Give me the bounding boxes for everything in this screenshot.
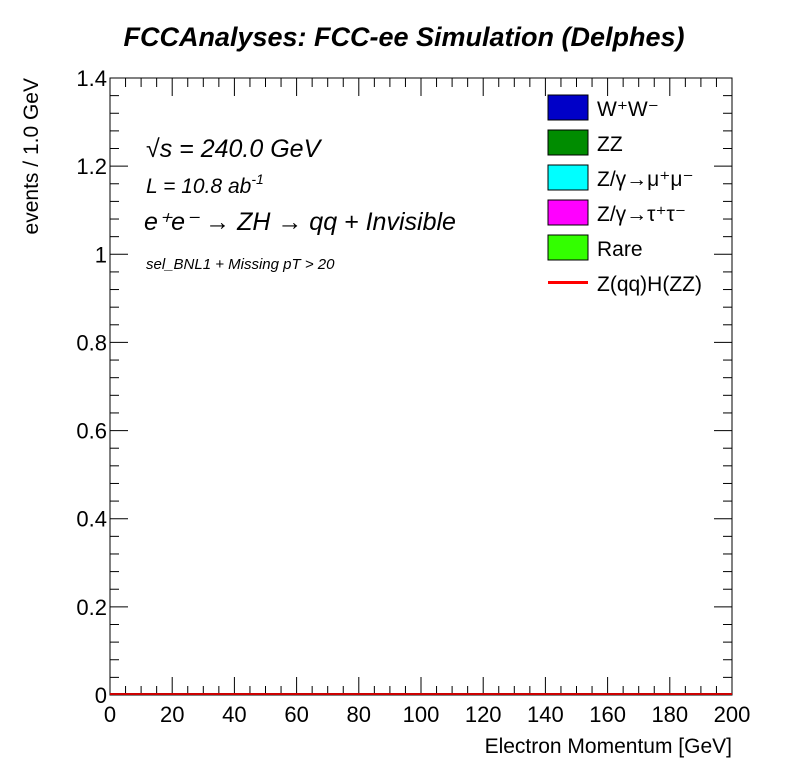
x-tick-label: 40 (222, 702, 246, 727)
x-tick-label: 200 (714, 702, 751, 727)
legend-swatch-zz (547, 129, 589, 156)
selection-annotation: sel_BNL1 + Missing pT > 20 (146, 256, 335, 273)
y-axis-tick-labels: 0 0.2 0.4 0.6 0.8 1 1.2 1.4 (76, 66, 107, 708)
x-tick-label: 80 (347, 702, 371, 727)
legend-label-w-w: W⁺W⁻ (597, 98, 659, 121)
x-tick-label: 20 (160, 702, 184, 727)
energy-annotation: √s = 240.0 GeV (146, 135, 323, 163)
x-tick-label: 60 (284, 702, 308, 727)
legend: W⁺W⁻ ZZ Z/γ→μ⁺μ⁻ Z/γ→τ⁺τ⁻ Rare Z(qq)H(ZZ) (547, 94, 702, 296)
y-tick-label: 1.2 (76, 154, 107, 179)
x-tick-label: 120 (465, 702, 502, 727)
legend-label-zz: ZZ (597, 133, 623, 156)
x-tick-label: 0 (104, 702, 116, 727)
y-tick-label: 1 (95, 242, 107, 267)
chart-title: FCCAnalyses: FCC-ee Simulation (Delphes) (123, 22, 684, 52)
x-axis-ticks (109, 78, 733, 695)
lumi-text: L = 10.8 ab (146, 175, 252, 198)
legend-label-z-qq-h-zz: Z(qq)H(ZZ) (597, 273, 702, 296)
x-tick-label: 160 (589, 702, 626, 727)
legend-label-z: Z/γ→τ⁺τ⁻ (597, 203, 686, 226)
y-tick-label: 0 (95, 683, 107, 708)
y-tick-label: 0.6 (76, 419, 107, 444)
x-axis-tick-labels: 0 20 40 60 80 100 120 140 160 180 200 (104, 702, 750, 727)
x-tick-label: 180 (651, 702, 688, 727)
energy-value: = 240.0 GeV (172, 135, 322, 163)
legend-swatch-z (547, 164, 589, 191)
y-tick-label: 0.2 (76, 595, 107, 620)
y-axis-title: events / 1.0 GeV (20, 78, 43, 234)
legend-label-rare: Rare (597, 238, 643, 261)
sqrt-s: √s (146, 135, 172, 163)
x-tick-label: 140 (527, 702, 564, 727)
y-tick-label: 0.8 (76, 330, 107, 355)
legend-swatch-rare (547, 234, 589, 261)
y-tick-label: 1.4 (76, 66, 107, 91)
y-tick-label: 0.4 (76, 507, 107, 532)
process-annotation: e⁺e⁻ → ZH → qq + Invisible (144, 208, 456, 236)
legend-swatch-z (547, 199, 589, 226)
legend-label-z: Z/γ→μ⁺μ⁻ (597, 168, 694, 191)
luminosity-annotation: L = 10.8 ab-1 (146, 171, 264, 198)
legend-swatch-w-w (547, 94, 589, 121)
x-tick-label: 100 (403, 702, 440, 727)
lumi-exponent: -1 (251, 171, 263, 187)
x-axis-title: Electron Momentum [GeV] (485, 735, 732, 758)
